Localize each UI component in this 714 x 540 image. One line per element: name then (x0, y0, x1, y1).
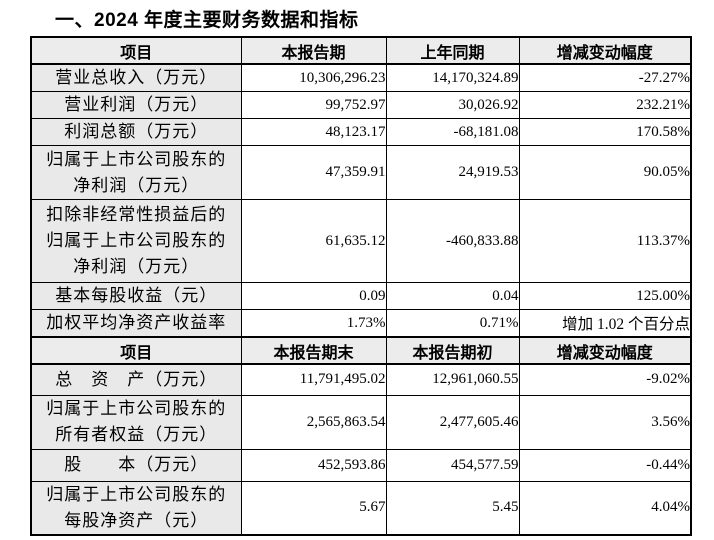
value-current-period: 48,123.17 (240, 118, 387, 146)
value-prior-period: -68,181.08 (385, 118, 520, 146)
row-label: 营业利润（万元） (30, 91, 242, 119)
table-row: 总 资 产（万元） 11,791,495.02 12,961,060.55 -9… (30, 363, 692, 396)
row-label: 股 本（万元） (30, 448, 242, 482)
value-period-start: 454,577.59 (385, 448, 520, 482)
value-period-start: 2,477,605.46 (385, 394, 520, 450)
value-current-period: 99,752.97 (240, 91, 387, 119)
financial-indicators-table: 项目 本报告期 上年同期 增减变动幅度 营业总收入（万元） 10,306,296… (30, 36, 692, 536)
value-period-end: 2,565,863.54 (240, 394, 387, 450)
row-label: 归属于上市公司股东的 每股净资产（元） (30, 480, 242, 535)
table1-header-row: 项目 本报告期 上年同期 增减变动幅度 (30, 36, 692, 65)
row-label: 归属于上市公司股东的 所有者权益（万元） (30, 394, 242, 450)
value-prior-period: 30,026.92 (385, 91, 520, 119)
value-period-end: 5.67 (240, 480, 387, 535)
value-change: 125.00% (518, 282, 692, 310)
value-change: 170.58% (518, 118, 692, 146)
value-prior-period: -460,833.88 (385, 199, 520, 283)
table-row: 营业总收入（万元） 10,306,296.23 14,170,324.89 -2… (30, 63, 692, 92)
row-label: 加权平均净资产收益率 (30, 309, 242, 338)
header-change: 增减变动幅度 (518, 336, 692, 365)
header-prior-period: 上年同期 (385, 36, 520, 65)
row-label: 总 资 产（万元） (30, 363, 242, 396)
table2-header-row: 项目 本报告期末 本报告期初 增减变动幅度 (30, 336, 692, 365)
value-current-period: 0.09 (240, 282, 387, 310)
table-row: 归属于上市公司股东的 每股净资产（元） 5.67 5.45 4.04% (30, 480, 692, 535)
value-change: 232.21% (518, 91, 692, 119)
value-change: -9.02% (518, 363, 692, 396)
value-change: 113.37% (518, 199, 692, 283)
header-period-start: 本报告期初 (385, 336, 520, 365)
value-change: 增加 1.02 个百分点 (518, 309, 692, 338)
value-change: 90.05% (518, 145, 692, 200)
header-current-period: 本报告期 (240, 36, 387, 65)
table-row: 股 本（万元） 452,593.86 454,577.59 -0.44% (30, 448, 692, 482)
value-change: -0.44% (518, 448, 692, 482)
header-item: 项目 (30, 336, 242, 365)
table-row: 加权平均净资产收益率 1.73% 0.71% 增加 1.02 个百分点 (30, 309, 692, 338)
value-current-period: 47,359.91 (240, 145, 387, 200)
value-prior-period: 24,919.53 (385, 145, 520, 200)
value-period-end: 452,593.86 (240, 448, 387, 482)
row-label: 营业总收入（万元） (30, 63, 242, 92)
row-label: 利润总额（万元） (30, 118, 242, 146)
table-row: 利润总额（万元） 48,123.17 -68,181.08 170.58% (30, 118, 692, 146)
value-current-period: 10,306,296.23 (240, 63, 387, 92)
value-period-start: 5.45 (385, 480, 520, 535)
value-period-start: 12,961,060.55 (385, 363, 520, 396)
value-prior-period: 14,170,324.89 (385, 63, 520, 92)
value-current-period: 1.73% (240, 309, 387, 338)
value-change: 4.04% (518, 480, 692, 535)
value-change: -27.27% (518, 63, 692, 92)
table-row: 归属于上市公司股东的 所有者权益（万元） 2,565,863.54 2,477,… (30, 394, 692, 450)
page-title: 一、2024 年度主要财务数据和指标 (55, 10, 359, 31)
table-row: 营业利润（万元） 99,752.97 30,026.92 232.21% (30, 91, 692, 119)
header-item: 项目 (30, 36, 242, 65)
header-change: 增减变动幅度 (518, 36, 692, 65)
row-label: 归属于上市公司股东的 净利润（万元） (30, 145, 242, 200)
value-current-period: 61,635.12 (240, 199, 387, 283)
header-period-end: 本报告期末 (240, 336, 387, 365)
table-row: 基本每股收益（元） 0.09 0.04 125.00% (30, 282, 692, 310)
table-row: 扣除非经常性损益后的 归属于上市公司股东的 净利润（万元） 61,635.12 … (30, 199, 692, 283)
value-period-end: 11,791,495.02 (240, 363, 387, 396)
value-prior-period: 0.04 (385, 282, 520, 310)
row-label: 基本每股收益（元） (30, 282, 242, 310)
value-prior-period: 0.71% (385, 309, 520, 338)
row-label: 扣除非经常性损益后的 归属于上市公司股东的 净利润（万元） (30, 199, 242, 283)
table-row: 归属于上市公司股东的 净利润（万元） 47,359.91 24,919.53 9… (30, 145, 692, 200)
value-change: 3.56% (518, 394, 692, 450)
